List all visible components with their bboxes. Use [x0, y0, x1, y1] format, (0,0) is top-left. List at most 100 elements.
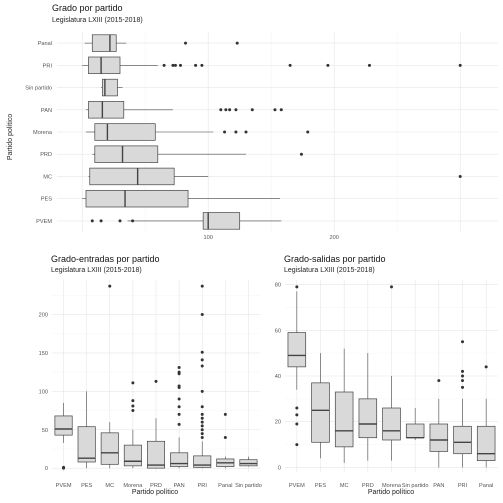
box-body [358, 398, 378, 439]
outlier-point [223, 435, 227, 439]
outlier-point [234, 108, 238, 112]
outlier-point [219, 108, 223, 112]
chart-panel-3: Grado-salidas por partido Legislatura LXI… [275, 254, 498, 496]
outlier-point [228, 108, 232, 112]
outlier-point [200, 63, 204, 67]
outlier-point [178, 63, 182, 67]
box-morena [85, 123, 310, 141]
box-body [85, 189, 189, 208]
y-tick-label-pvem: PVEM [36, 219, 52, 225]
box-panal [476, 365, 496, 468]
outlier-point [295, 443, 299, 447]
outlier-point [461, 340, 464, 344]
y-tick-label: 50 [42, 428, 48, 434]
outlier-point [177, 384, 181, 388]
outlier-point [90, 219, 94, 223]
chart-title: Grado por partido [52, 3, 123, 13]
x-tick-label-morena: Morena [382, 483, 402, 489]
x-tick-label-panal: Panal [218, 483, 232, 489]
box-mc [88, 167, 462, 186]
y-tick-label-panal: Panal [38, 41, 52, 47]
box-pan [429, 379, 449, 468]
box-prd [146, 379, 166, 469]
chart-title: Grado-salidas por partido [284, 254, 386, 264]
outlier-point [177, 370, 181, 374]
outlier-point [390, 285, 393, 289]
x-tick-label-pan: PAN [174, 483, 185, 489]
outlier-point [177, 366, 181, 370]
outlier-point [200, 424, 204, 428]
y-tick-label-pan: PAN [41, 108, 52, 114]
x-tick-label-pvem: PVEM [289, 483, 305, 489]
box-body [334, 391, 354, 448]
outlier-point [200, 313, 204, 317]
chart-panel-2: Grado-entradas por partido Legislatura LX… [39, 254, 262, 496]
box-pri [453, 340, 472, 468]
box-mc [100, 284, 119, 469]
outlier-point [200, 428, 204, 432]
outlier-point [184, 41, 188, 45]
outlier-point [200, 405, 204, 409]
box-pes [311, 353, 330, 459]
x-tick-label-sin-partido: Sin partido [235, 483, 262, 489]
y-tick-label-sin-partido: Sin partido [25, 86, 52, 92]
box-panal [84, 34, 239, 52]
x-tick-label-prd: PRD [150, 483, 162, 489]
box-body [311, 382, 330, 443]
outlier-point [118, 219, 122, 223]
box-sin-partido [239, 456, 258, 467]
x-axis-label: Partido político [368, 489, 414, 496]
outlier-point [306, 130, 310, 134]
x-tick-label-pes: PES [81, 483, 92, 489]
y-tick-label: 100 [39, 389, 48, 395]
y-tick-label: 80 [275, 283, 281, 289]
box-morena [123, 381, 142, 469]
outlier-point [458, 174, 462, 178]
box-body [382, 407, 401, 441]
box-body [88, 56, 121, 75]
x-tick-label-pes: PES [315, 483, 326, 489]
outlier-point [131, 399, 135, 403]
y-tick-label: 150 [39, 351, 48, 357]
outlier-point [200, 389, 204, 393]
outlier-point [177, 397, 181, 401]
box-body [429, 423, 449, 452]
outlier-point [131, 219, 135, 223]
outlier-point [200, 416, 204, 420]
box-sin-partido [405, 408, 425, 440]
outlier-point [273, 108, 277, 112]
x-tick-label: 100 [204, 235, 213, 241]
outlier-point [108, 284, 112, 288]
box-body [91, 34, 117, 52]
outlier-point [154, 379, 158, 383]
outlier-point [223, 130, 227, 134]
x-tick-label-pan: PAN [433, 483, 444, 489]
y-tick-label: 200 [39, 313, 48, 319]
outlier-point [171, 63, 175, 67]
outlier-point [200, 432, 204, 436]
box-pri [82, 56, 462, 75]
outlier-point [200, 364, 204, 368]
outlier-point [200, 435, 204, 439]
chart-subtitle: Legislatura LXIII (2015-2018) [51, 267, 142, 274]
box-panal [216, 412, 235, 469]
x-tick-label-prd: PRD [362, 483, 374, 489]
box-pvem [90, 212, 282, 230]
box-pan [170, 366, 189, 469]
box-prd [358, 353, 378, 461]
outlier-point [235, 41, 239, 45]
outlier-point [326, 63, 330, 67]
outlier-point [62, 465, 66, 469]
x-tick-label-pri: PRI [198, 483, 208, 489]
box-body [405, 423, 425, 439]
x-tick-label-pvem: PVEM [56, 483, 72, 489]
box-pes [77, 391, 96, 469]
outlier-point [250, 108, 254, 112]
outlier-point [224, 108, 228, 112]
box-body [54, 415, 73, 436]
box-body [193, 455, 212, 468]
outlier-point [131, 381, 135, 385]
y-tick-label: 60 [275, 328, 281, 334]
outlier-point [299, 152, 303, 156]
